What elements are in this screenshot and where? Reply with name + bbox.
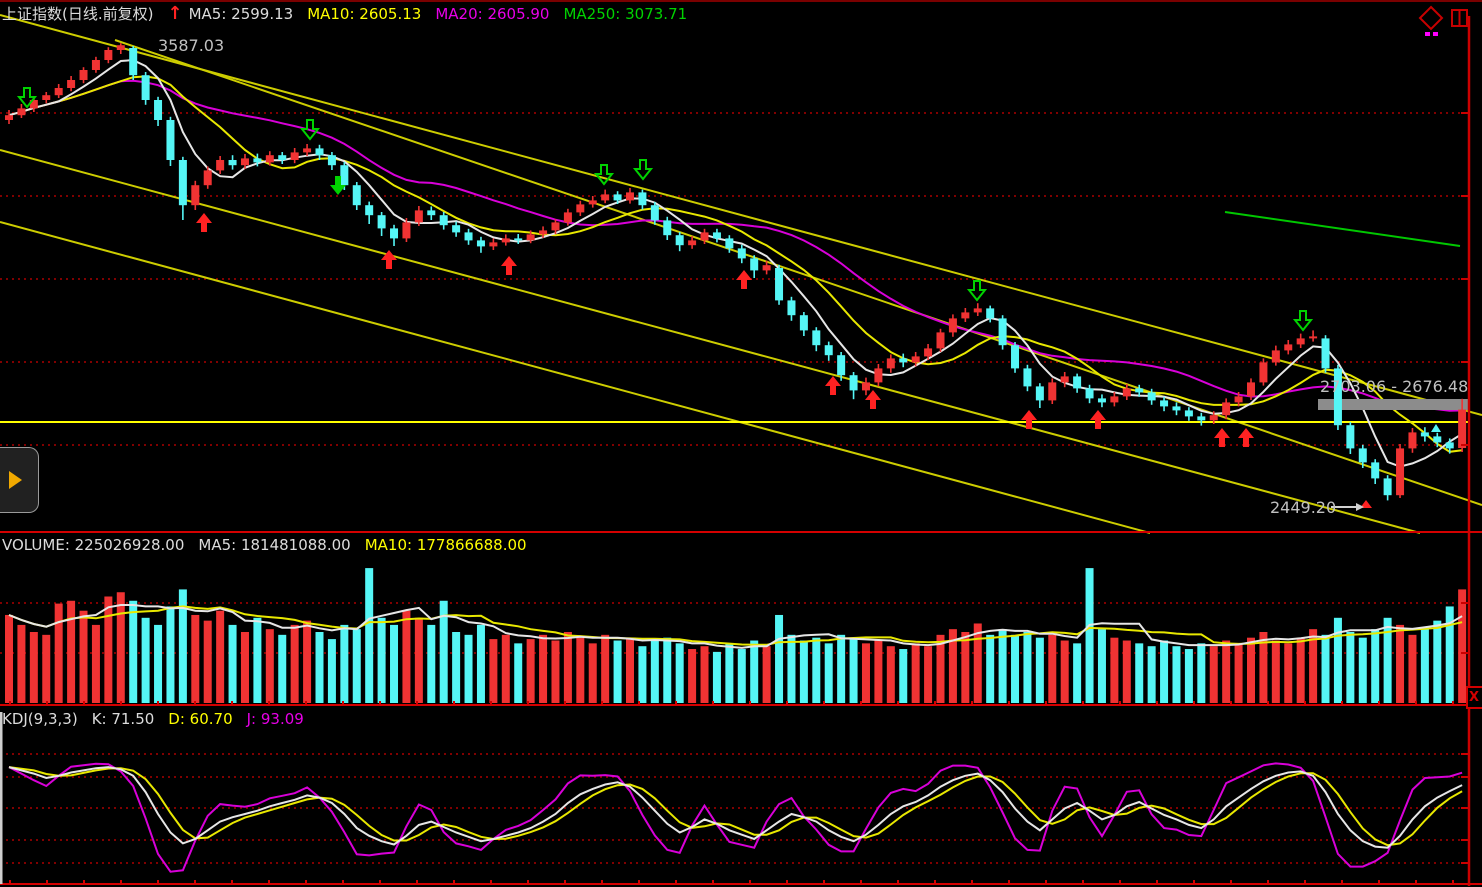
cyan-marker [1431, 424, 1441, 432]
low-triangle-marker [1360, 500, 1372, 508]
ma250-value: MA250: 3073.71 [563, 5, 688, 23]
buy-arrow-icon [381, 250, 397, 269]
price-range-band [1318, 399, 1468, 410]
kdj-header: KDJ(9,3,3) K: 71.50 D: 60.70 J: 93.09 [2, 710, 318, 728]
expand-right-arrow-icon [9, 471, 22, 489]
kdj-left-border [0, 712, 3, 884]
buy-arrow-icon [1021, 410, 1037, 429]
trendlines [0, 14, 1482, 534]
low-price-label: 2449.20 [1270, 498, 1337, 517]
gridlines [0, 112, 1466, 864]
volume-bars [5, 568, 1467, 703]
sell-arrow-icon [632, 159, 654, 181]
close-indicator-button[interactable]: X [1466, 686, 1482, 709]
buy-arrow-icon [1090, 410, 1106, 429]
volume-value: VOLUME: 225026928.00 [2, 536, 185, 554]
signal-arrows [16, 87, 1441, 511]
sell-arrow-icon [299, 119, 321, 141]
kdj-k-value: K: 71.50 [91, 710, 155, 728]
buy-arrow-icon [865, 390, 881, 409]
buy-arrow-icon [196, 213, 212, 232]
symbol-title: 上证指数(日线.前复权) [2, 5, 154, 23]
peak-price-label: 3587.03 [158, 36, 225, 55]
ma5-value: MA5: 2599.13 [188, 5, 294, 23]
buy-arrow-icon [1214, 428, 1230, 447]
sell-arrow-icon [1292, 310, 1314, 332]
magenta-dot-icon [1433, 32, 1438, 36]
price-ma-lines [8, 59, 1463, 468]
titlebar-icons [1418, 5, 1468, 36]
buy-arrow-icon [1238, 428, 1254, 447]
sell-arrow-icon [966, 280, 988, 302]
kdj-j-value: J: 93.09 [246, 710, 304, 728]
trend-up-arrow-icon: ↑ [167, 3, 183, 24]
magenta-dot-icon [1425, 32, 1430, 36]
right-axis-ticks [1461, 112, 1469, 864]
candles [5, 43, 1467, 501]
sell-arrow-icon [16, 87, 38, 109]
buy-arrow-icon [501, 256, 517, 275]
buy-arrow-icon [825, 376, 841, 395]
volume-ma10-value: MA10: 177866688.00 [364, 536, 527, 554]
kdj-lines [8, 762, 1463, 873]
volume-ma-lines [8, 604, 1463, 649]
sell-arrow-solid-icon [330, 176, 346, 195]
kdj-name: KDJ(9,3,3) [2, 710, 78, 728]
ma10-value: MA10: 2605.13 [307, 5, 422, 23]
sell-arrow-icon [593, 164, 615, 186]
buy-arrow-icon [736, 270, 752, 289]
sidebar-expand-handle[interactable] [0, 447, 39, 513]
ma20-value: MA20: 2605.90 [435, 5, 550, 23]
main-chart-header: 上证指数(日线.前复权) ↑ MA5: 2599.13 MA10: 2605.13 MA… [2, 3, 701, 24]
ma250-line [1224, 211, 1461, 247]
kdj-d-value: D: 60.70 [168, 710, 233, 728]
diamond-icon[interactable] [1418, 5, 1444, 31]
volume-ma5-value: MA5: 181481088.00 [198, 536, 351, 554]
volume-header: VOLUME: 225026928.00 MA5: 181481088.00 MA1… [2, 536, 541, 554]
range-price-label: 2703.06 - 2676.48 [1320, 377, 1469, 396]
